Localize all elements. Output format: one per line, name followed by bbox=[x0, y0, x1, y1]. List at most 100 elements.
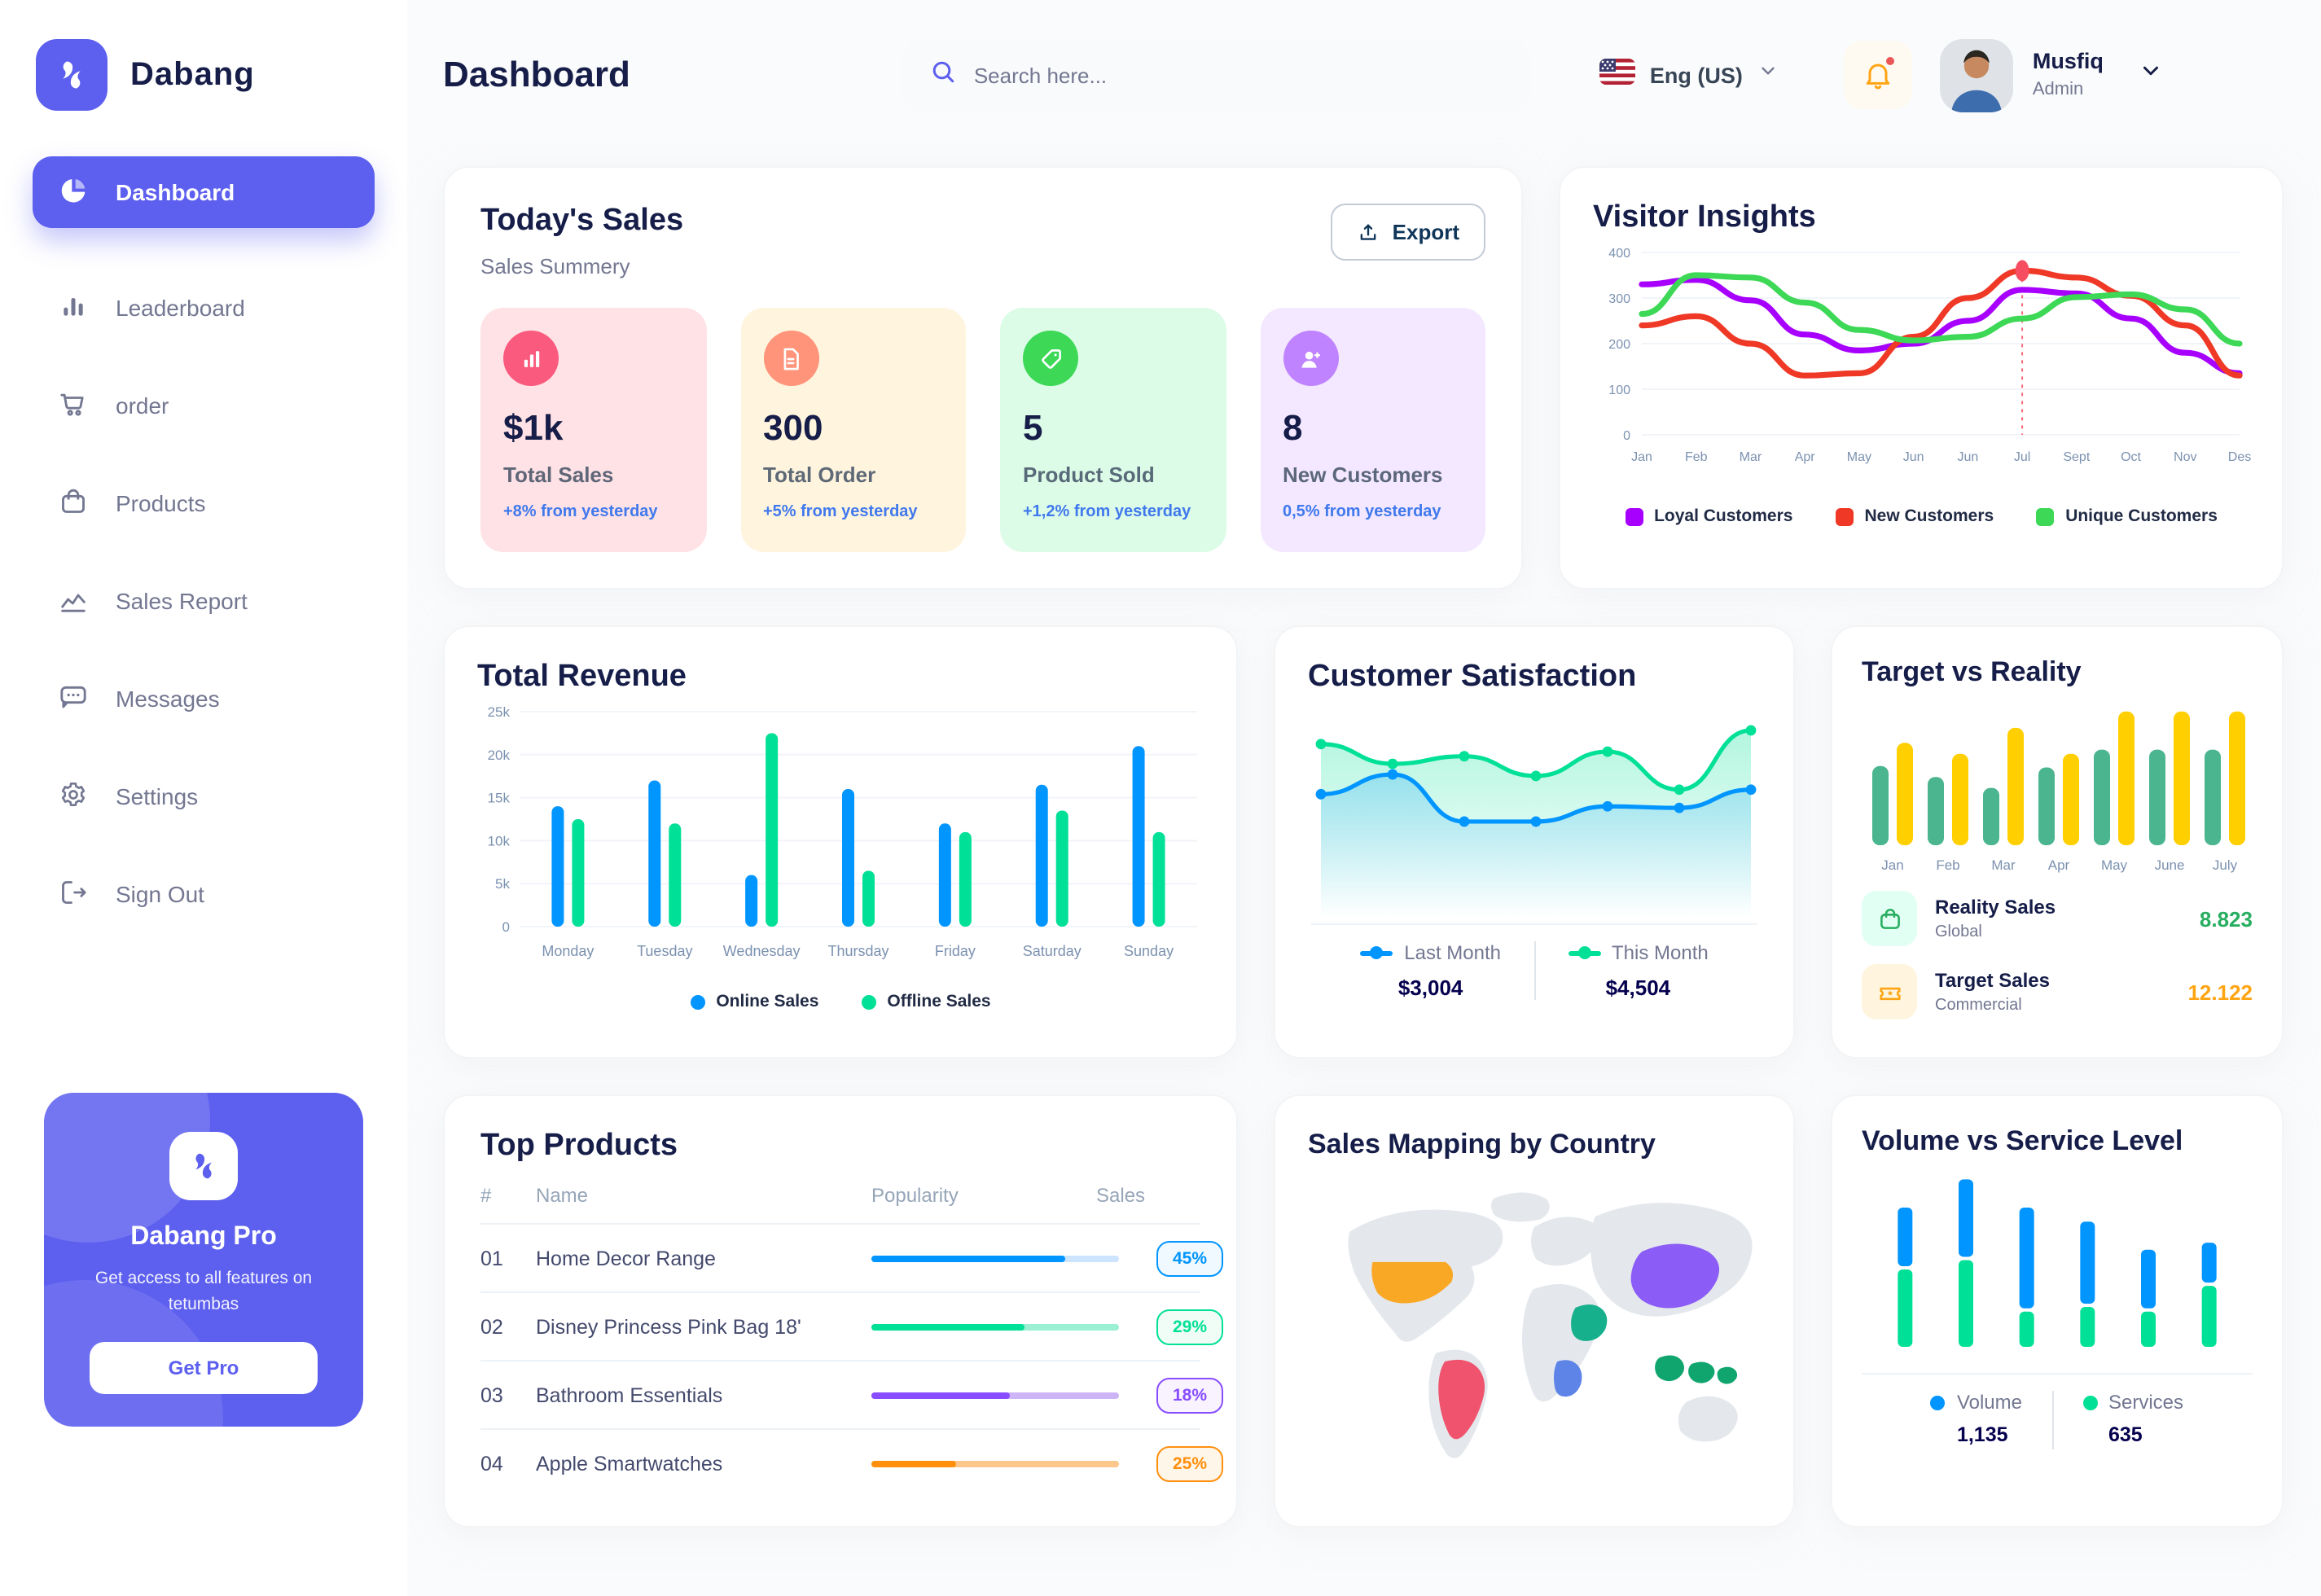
revenue-legend: Online Sales Offline Sales bbox=[477, 992, 1204, 1011]
row-2: Total Revenue 0 5k 10k 15k 20k 25k Monday Tuesd… bbox=[443, 625, 2301, 1059]
sidebar-item-label: order bbox=[116, 392, 169, 419]
svg-text:Tuesday: Tuesday bbox=[637, 943, 692, 959]
todays-sales-subtitle: Sales Summery bbox=[480, 254, 630, 278]
user-plus-icon bbox=[1283, 331, 1338, 386]
sidebar-nav: Dashboard Leaderboard order Products Sal… bbox=[0, 111, 407, 956]
svg-text:Thursday: Thursday bbox=[827, 943, 888, 959]
visitor-insights-card: Visitor Insights 0 100 200 300 400 Jan Feb Mar A… bbox=[1559, 166, 2284, 590]
customer-satisfaction-title: Customer Satisfaction bbox=[1308, 660, 1637, 694]
kpi-label: Total Order bbox=[763, 463, 876, 487]
svg-text:Jan: Jan bbox=[1631, 450, 1652, 464]
popularity-bar bbox=[871, 1255, 1119, 1261]
visitor-insights-title: Visitor Insights bbox=[1593, 200, 1816, 235]
kpi-value: $1k bbox=[503, 407, 564, 448]
svg-text:Friday: Friday bbox=[935, 943, 976, 959]
notifications-button[interactable] bbox=[1843, 41, 1912, 109]
sidebar-item-order[interactable]: order bbox=[33, 370, 375, 441]
legend-reality-sales: Reality Sales Global 8.823 bbox=[1862, 891, 2253, 946]
sales-mapping-card: Sales Mapping by Country bbox=[1274, 1094, 1795, 1528]
sidebar-item-label: Products bbox=[116, 490, 206, 516]
user-menu-chevron-icon[interactable] bbox=[2139, 59, 2164, 91]
product-rank: 03 bbox=[480, 1383, 503, 1406]
sidebar-item-leaderboard[interactable]: Leaderboard bbox=[33, 272, 375, 344]
product-name: Disney Princess Pink Bag 18' bbox=[536, 1315, 801, 1338]
volume-value: 1,135 bbox=[1956, 1423, 2008, 1446]
bell-icon bbox=[1866, 64, 1890, 90]
bag-icon bbox=[1862, 891, 1917, 946]
country-brazil bbox=[1438, 1359, 1485, 1440]
kpi-label: Total Sales bbox=[503, 463, 614, 487]
customer-satisfaction-card: Customer Satisfaction Last Month $3,004 … bbox=[1274, 625, 1795, 1059]
svg-text:May: May bbox=[2101, 857, 2128, 873]
us-flag-icon bbox=[1599, 58, 1635, 92]
kpi-value: 300 bbox=[763, 407, 823, 448]
kpi-new-customers: 8 New Customers 0,5% from yesterday bbox=[1260, 308, 1485, 552]
customer-satisfaction-chart bbox=[1308, 695, 1761, 917]
user-meta: Musfiq Admin bbox=[2033, 48, 2104, 102]
export-button[interactable]: Export bbox=[1330, 204, 1485, 261]
legend-target-sales: Target Sales Commercial 12.122 bbox=[1862, 964, 2253, 1019]
kpi-product-sold: 5 Product Sold +1,2% from yesterday bbox=[1000, 308, 1226, 552]
topbar: Dashboard Eng bbox=[443, 23, 2301, 127]
kpi-label: Product Sold bbox=[1023, 463, 1155, 487]
get-pro-button[interactable]: Get Pro bbox=[90, 1341, 318, 1393]
sidebar-item-sign-out[interactable]: Sign Out bbox=[33, 858, 375, 930]
sidebar-item-products[interactable]: Products bbox=[33, 467, 375, 539]
pro-title: Dabang Pro bbox=[130, 1223, 277, 1251]
sales-badge: 25% bbox=[1156, 1446, 1223, 1482]
kpi-delta: +5% from yesterday bbox=[763, 503, 918, 521]
svg-text:20k: 20k bbox=[488, 748, 511, 763]
svg-text:July: July bbox=[2213, 857, 2238, 873]
svg-text:Mar: Mar bbox=[1991, 857, 2016, 873]
chat-icon bbox=[57, 680, 90, 717]
sidebar-item-label: Messages bbox=[116, 686, 220, 712]
pie-chart-icon bbox=[57, 173, 90, 211]
search-icon bbox=[928, 56, 958, 94]
cart-icon bbox=[57, 387, 90, 424]
volume-vs-service-card: Volume vs Service Level Volume 1,135 Ser… bbox=[1831, 1094, 2284, 1528]
gear-icon bbox=[57, 778, 90, 815]
svg-text:Saturday: Saturday bbox=[1023, 943, 1082, 959]
legend-volume: Volume 1,135 bbox=[1902, 1391, 2051, 1446]
content: Today's Sales Sales Summery Export bbox=[443, 166, 2301, 1528]
sales-badge: 29% bbox=[1156, 1309, 1223, 1344]
sidebar-item-messages[interactable]: Messages bbox=[33, 663, 375, 734]
bag-icon bbox=[57, 484, 90, 522]
sidebar-item-sales-report[interactable]: Sales Report bbox=[33, 565, 375, 637]
chevron-down-icon bbox=[1757, 60, 1779, 90]
top-products-title: Top Products bbox=[480, 1129, 678, 1163]
main-area: Dashboard Eng bbox=[407, 0, 2321, 1596]
target-sales-value: 12.122 bbox=[2187, 980, 2253, 1004]
target-vs-reality-title: Target vs Reality bbox=[1862, 656, 2082, 687]
country-dr-congo bbox=[1553, 1360, 1582, 1397]
divider bbox=[1862, 1373, 2253, 1375]
search-input[interactable] bbox=[973, 63, 1505, 87]
volume-vs-service-chart bbox=[1862, 1158, 2253, 1360]
kpi-delta: 0,5% from yesterday bbox=[1283, 503, 1441, 521]
legend-unique-customers: Unique Customers bbox=[2036, 506, 2218, 526]
kpi-delta: +1,2% from yesterday bbox=[1023, 503, 1191, 521]
services-value: 635 bbox=[2108, 1423, 2143, 1446]
world-map bbox=[1348, 1192, 1753, 1458]
svg-text:200: 200 bbox=[1608, 338, 1630, 352]
svg-text:Wednesday: Wednesday bbox=[723, 943, 801, 959]
kpi-value: 8 bbox=[1283, 407, 1303, 448]
total-revenue-title: Total Revenue bbox=[477, 660, 687, 694]
legend-divider bbox=[2051, 1391, 2053, 1449]
country-china bbox=[1630, 1243, 1720, 1309]
sidebar-item-dashboard[interactable]: Dashboard bbox=[33, 156, 375, 228]
sidebar-item-settings[interactable]: Settings bbox=[33, 761, 375, 832]
svg-text:400: 400 bbox=[1608, 247, 1630, 261]
user-role: Admin bbox=[2032, 79, 2084, 99]
kpi-cards: $1k Total Sales +8% from yesterday 300 T… bbox=[480, 308, 1485, 552]
svg-text:Sept: Sept bbox=[2063, 450, 2090, 464]
svg-text:May: May bbox=[1847, 450, 1871, 464]
total-revenue-card: Total Revenue 0 5k 10k 15k 20k 25k Monday Tuesd… bbox=[443, 625, 1238, 1059]
app-name: Dabang bbox=[130, 56, 255, 92]
satisfaction-legend: Last Month $3,004 This Month $4,504 bbox=[1308, 941, 1761, 1000]
avatar[interactable] bbox=[1939, 38, 2013, 112]
export-icon bbox=[1360, 223, 1375, 239]
product-name: Bathroom Essentials bbox=[536, 1383, 723, 1406]
language-selector[interactable]: Eng (US) bbox=[1599, 58, 1779, 92]
table-row: 03 Bathroom Essentials 18% bbox=[480, 1361, 1223, 1430]
